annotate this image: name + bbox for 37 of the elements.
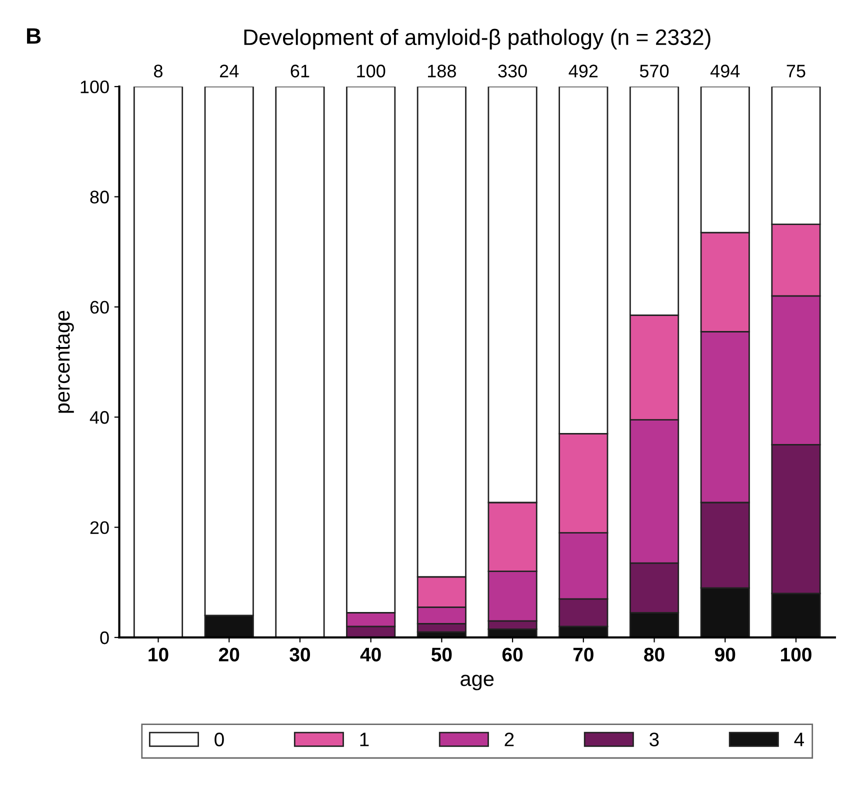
legend-label: 2 xyxy=(504,732,514,746)
legend-label: 0 xyxy=(214,732,224,746)
annotation: 24 xyxy=(220,64,239,78)
x-tick-label: 20 xyxy=(218,648,240,662)
bar xyxy=(275,86,325,638)
legend-label: 4 xyxy=(794,732,804,746)
y-axis-title: percentage xyxy=(56,310,74,413)
annotation: 492 xyxy=(568,64,598,78)
y-tick-label: 40 xyxy=(90,411,109,424)
annotation: 494 xyxy=(710,64,740,78)
x-tick-label: 100 xyxy=(780,648,812,662)
x-tick-label: 40 xyxy=(360,648,381,662)
x-tick-label: 70 xyxy=(573,648,594,662)
annotation: 330 xyxy=(498,64,527,78)
bar xyxy=(133,86,184,638)
y-tick-label: 0 xyxy=(100,631,109,644)
legend-label: 1 xyxy=(360,732,369,746)
legend-label: 3 xyxy=(650,732,659,746)
x-tick-label: 60 xyxy=(502,648,523,662)
annotation: 570 xyxy=(640,64,669,78)
x-tick-label: 80 xyxy=(644,648,664,662)
x-tick-label: 50 xyxy=(431,648,452,662)
y-tick-label: 60 xyxy=(90,300,109,314)
annotation: 188 xyxy=(428,64,456,78)
x-tick-label: 90 xyxy=(714,648,736,662)
annotation: 61 xyxy=(290,64,310,78)
y-tick-label: 20 xyxy=(90,521,109,534)
text: B xyxy=(27,28,41,44)
y-tick-label: 80 xyxy=(90,190,109,204)
annotation: 100 xyxy=(357,64,386,78)
x-tick-label: 10 xyxy=(148,648,168,662)
x-axis-title: age xyxy=(460,674,494,690)
chart-title: Development of amyloid-β pathology (n = 2332) xyxy=(244,28,710,50)
y-tick-label: 100 xyxy=(80,80,109,94)
annotation: 8 xyxy=(154,64,162,78)
annotation: 75 xyxy=(786,64,806,78)
x-tick-label: 30 xyxy=(290,648,310,662)
